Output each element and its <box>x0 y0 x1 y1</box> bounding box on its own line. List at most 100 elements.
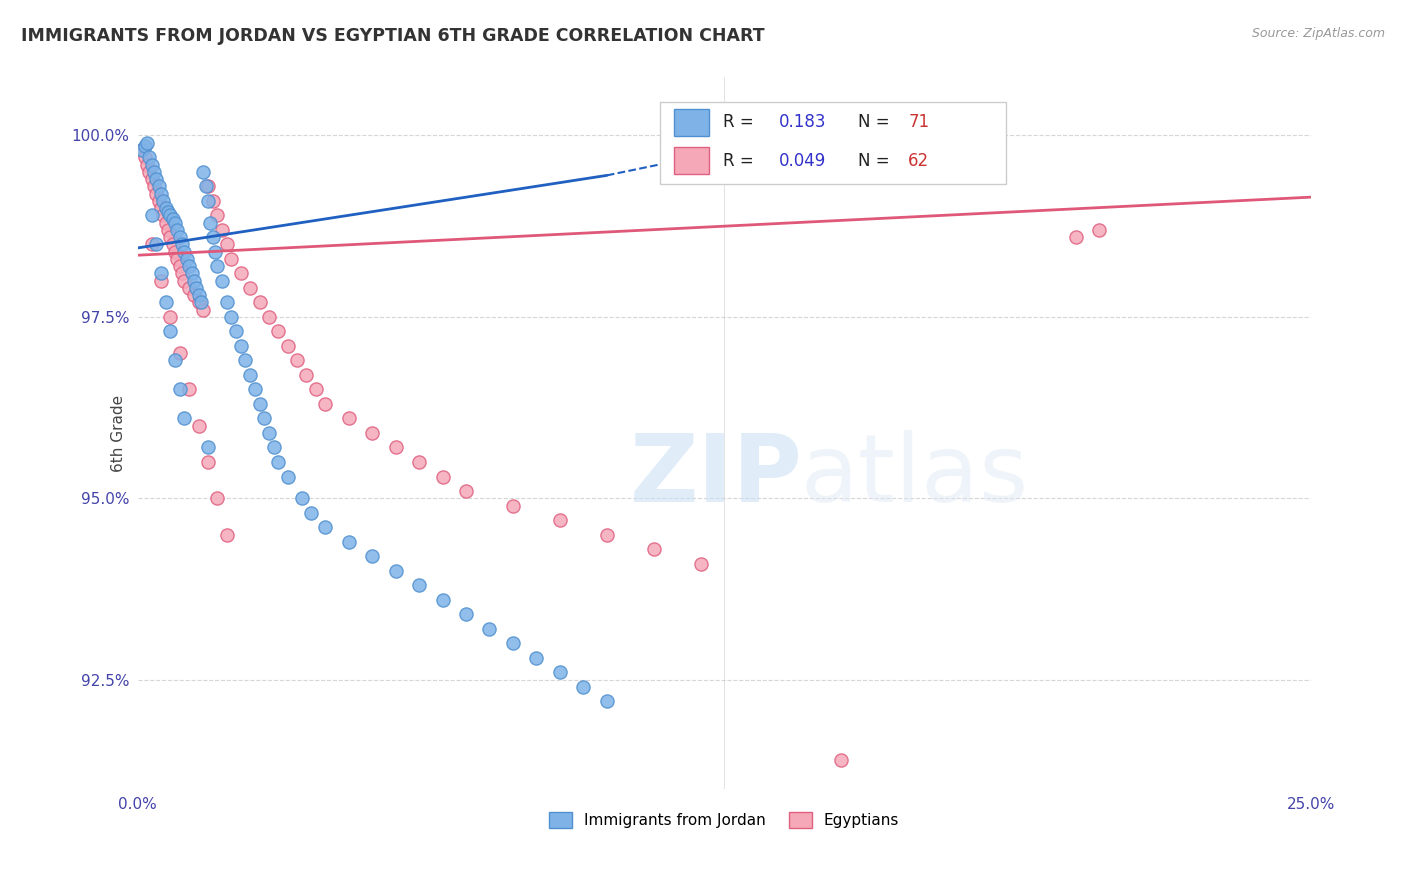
Point <box>314 520 336 534</box>
Point <box>138 165 160 179</box>
Text: N =: N = <box>858 152 894 169</box>
Point <box>179 281 201 295</box>
Point <box>267 325 290 339</box>
Point <box>207 208 229 222</box>
Point <box>143 165 166 179</box>
Point <box>478 622 501 636</box>
Point <box>239 281 262 295</box>
Point <box>148 194 170 208</box>
Point <box>197 441 219 455</box>
Point <box>263 441 285 455</box>
Point <box>299 506 322 520</box>
Point <box>596 694 619 708</box>
Point <box>159 310 181 324</box>
Point <box>830 752 852 766</box>
Point <box>221 310 243 324</box>
Point <box>548 513 571 527</box>
Point <box>277 339 299 353</box>
Text: 0.049: 0.049 <box>779 152 827 169</box>
Point <box>134 139 156 153</box>
Text: N =: N = <box>858 113 894 131</box>
FancyBboxPatch shape <box>659 103 1005 184</box>
Point <box>187 418 209 433</box>
Point <box>454 483 477 498</box>
Point <box>152 208 174 222</box>
Legend: Immigrants from Jordan, Egyptians: Immigrants from Jordan, Egyptians <box>543 806 905 834</box>
Point <box>502 636 524 650</box>
Point <box>176 252 198 266</box>
Point <box>239 368 262 382</box>
Point <box>165 244 187 259</box>
Text: 71: 71 <box>908 113 929 131</box>
Text: R =: R = <box>723 152 759 169</box>
Point <box>150 186 173 201</box>
Point <box>157 204 180 219</box>
Point <box>215 527 238 541</box>
Point <box>361 425 384 440</box>
Point <box>285 353 308 368</box>
Point <box>249 295 271 310</box>
Point <box>548 665 571 680</box>
Point <box>526 651 548 665</box>
Point <box>225 325 247 339</box>
Point <box>190 295 212 310</box>
Point <box>169 346 191 360</box>
Point <box>291 491 314 506</box>
Point <box>150 201 173 215</box>
Point <box>197 194 219 208</box>
Point <box>166 252 188 266</box>
Point <box>337 534 360 549</box>
Point <box>148 179 170 194</box>
Point <box>145 186 167 201</box>
Point <box>207 259 229 273</box>
Point <box>141 208 163 222</box>
Point <box>187 288 209 302</box>
Point <box>1064 230 1087 244</box>
Point <box>172 266 194 280</box>
Point <box>150 266 173 280</box>
Point <box>361 549 384 564</box>
Point <box>183 274 205 288</box>
Point <box>229 266 252 280</box>
Point <box>143 179 166 194</box>
Point <box>193 165 215 179</box>
Point <box>314 397 336 411</box>
Point <box>155 216 177 230</box>
Point <box>180 266 202 280</box>
Point <box>277 469 299 483</box>
Point <box>138 150 160 164</box>
Point <box>215 295 238 310</box>
Point <box>134 150 156 164</box>
Y-axis label: 6th Grade: 6th Grade <box>111 394 127 472</box>
Point <box>169 383 191 397</box>
Point <box>179 383 201 397</box>
Point <box>243 383 266 397</box>
Point <box>337 411 360 425</box>
Point <box>596 527 619 541</box>
Point <box>179 259 201 273</box>
Point <box>432 469 454 483</box>
Text: 0.183: 0.183 <box>779 113 827 131</box>
Point <box>183 288 205 302</box>
Point <box>257 310 280 324</box>
Point <box>253 411 276 425</box>
Point <box>136 157 159 171</box>
Point <box>194 179 217 194</box>
Point <box>165 353 187 368</box>
Point <box>235 353 257 368</box>
Point <box>257 425 280 440</box>
Point <box>145 237 167 252</box>
Point <box>169 230 191 244</box>
Point <box>267 455 290 469</box>
Point <box>150 274 173 288</box>
Text: R =: R = <box>723 113 759 131</box>
Point <box>384 441 406 455</box>
Point <box>141 237 163 252</box>
Point <box>155 295 177 310</box>
Text: 62: 62 <box>908 152 929 169</box>
Point <box>229 339 252 353</box>
Point <box>173 274 195 288</box>
FancyBboxPatch shape <box>673 109 709 136</box>
Point <box>197 455 219 469</box>
Point <box>145 172 167 186</box>
